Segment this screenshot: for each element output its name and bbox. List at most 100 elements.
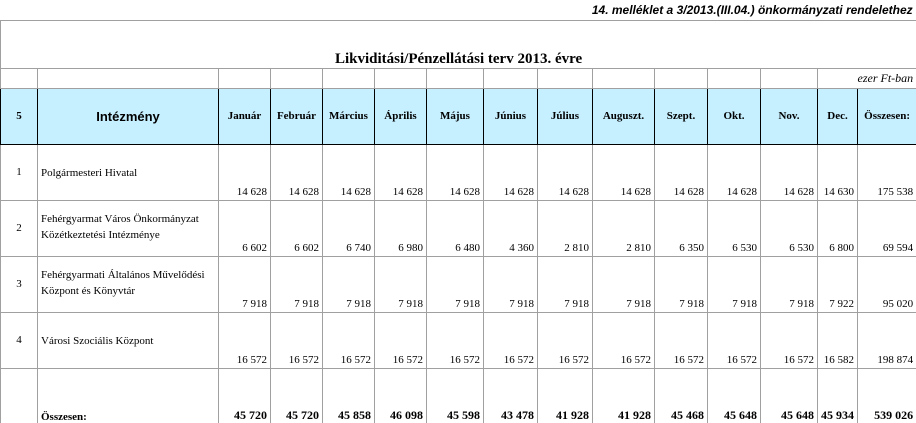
- header-month: Dec.: [817, 87, 858, 145]
- row-value: 14 628: [218, 143, 271, 201]
- row-value: 14 628: [592, 143, 655, 201]
- title-row: Likviditási/Pénzellátási terv 2013. évre: [0, 20, 916, 68]
- header-month: Május: [426, 87, 484, 145]
- table-row: 4 Városi Szociális Központ 16 572 16 572…: [0, 311, 916, 369]
- grand-total: 539 026: [856, 367, 916, 423]
- header-index: 5: [0, 87, 38, 145]
- row-value: 16 572: [654, 311, 708, 369]
- row-value: 14 630: [817, 143, 858, 201]
- row-value: 16 572: [322, 311, 375, 369]
- totals-value: 46 098: [374, 367, 427, 423]
- totals-value: 45 598: [426, 367, 484, 423]
- header-row: 5 Intézmény Január Február Március Ápril…: [0, 87, 916, 145]
- totals-value: 45 648: [760, 367, 818, 423]
- totals-label: Összesen:: [37, 367, 219, 423]
- row-value: 6 740: [322, 199, 375, 257]
- row-value: 16 572: [760, 311, 818, 369]
- empty-cell: [374, 67, 427, 89]
- row-institution-name: Fehérgyarmat Város Önkormányzat Közétkez…: [37, 199, 219, 257]
- row-value: 14 628: [537, 143, 593, 201]
- totals-value: 41 928: [592, 367, 655, 423]
- unit-row: ezer Ft-ban: [0, 67, 916, 89]
- header-month: Auguszt.: [592, 87, 655, 145]
- header-month: Okt.: [707, 87, 761, 145]
- row-value: 16 572: [426, 311, 484, 369]
- header-month: Január: [218, 87, 271, 145]
- empty-cell: [270, 67, 323, 89]
- row-total: 175 538: [856, 143, 916, 201]
- row-value: 7 918: [270, 255, 323, 313]
- table-row: 2 Fehérgyarmat Város Önkormányzat Közétk…: [0, 199, 916, 257]
- row-value: 2 810: [537, 199, 593, 257]
- empty-cell: [483, 67, 538, 89]
- page-title: Likviditási/Pénzellátási terv 2013. évre: [0, 20, 916, 68]
- totals-value: 45 720: [270, 367, 323, 423]
- row-value: 7 918: [707, 255, 761, 313]
- row-total: 69 594: [856, 199, 916, 257]
- empty-cell: [218, 67, 271, 89]
- header-month: Június: [483, 87, 538, 145]
- header-month: Július: [537, 87, 593, 145]
- row-value: 7 918: [218, 255, 271, 313]
- row-total: 95 020: [856, 255, 916, 313]
- row-index: 2: [0, 199, 38, 257]
- totals-value: 45 468: [654, 367, 708, 423]
- row-value: 6 800: [817, 199, 858, 257]
- empty-cell: [537, 67, 593, 89]
- header-month: Nov.: [760, 87, 818, 145]
- row-value: 6 980: [374, 199, 427, 257]
- row-value: 7 918: [483, 255, 538, 313]
- header-institution: Intézmény: [37, 87, 219, 145]
- empty-cell: [0, 367, 38, 423]
- annex-note: 14. melléklet a 3/2013.(III.04.) önkormá…: [0, 0, 916, 21]
- header-month: Szept.: [654, 87, 708, 145]
- row-value: 7 918: [374, 255, 427, 313]
- header-month: Február: [270, 87, 323, 145]
- row-value: 14 628: [270, 143, 323, 201]
- row-value: 16 572: [218, 311, 271, 369]
- empty-cell: [426, 67, 484, 89]
- annex-row: 14. melléklet a 3/2013.(III.04.) önkormá…: [0, 0, 916, 21]
- empty-cell: [37, 67, 219, 89]
- row-value: 16 582: [817, 311, 858, 369]
- row-value: 6 530: [760, 199, 818, 257]
- row-value: 14 628: [374, 143, 427, 201]
- row-institution-name: Polgármesteri Hivatal: [37, 143, 219, 201]
- totals-value: 45 858: [322, 367, 375, 423]
- row-index: 1: [0, 143, 38, 201]
- table-row: 3 Fehérgyarmati Általános Művelődési Köz…: [0, 255, 916, 313]
- row-value: 16 572: [270, 311, 323, 369]
- row-value: 14 628: [322, 143, 375, 201]
- row-value: 16 572: [707, 311, 761, 369]
- totals-value: 41 928: [537, 367, 593, 423]
- empty-cell: [0, 67, 38, 89]
- row-value: 4 360: [483, 199, 538, 257]
- unit-label: ezer Ft-ban: [816, 67, 916, 89]
- totals-value: 45 720: [218, 367, 271, 423]
- table-row: 1 Polgármesteri Hivatal 14 628 14 628 14…: [0, 143, 916, 201]
- row-value: 6 480: [426, 199, 484, 257]
- row-value: 14 628: [654, 143, 708, 201]
- row-value: 6 530: [707, 199, 761, 257]
- row-value: 7 918: [322, 255, 375, 313]
- empty-cell: [592, 67, 655, 89]
- header-month: Március: [322, 87, 375, 145]
- row-value: 7 918: [426, 255, 484, 313]
- row-value: 7 918: [654, 255, 708, 313]
- totals-value: 43 478: [483, 367, 538, 423]
- row-total: 198 874: [856, 311, 916, 369]
- header-total: Összesen:: [856, 87, 916, 145]
- row-value: 6 602: [218, 199, 271, 257]
- empty-cell: [760, 67, 818, 89]
- row-value: 14 628: [760, 143, 818, 201]
- header-month: Április: [374, 87, 427, 145]
- empty-cell: [654, 67, 708, 89]
- row-value: 7 918: [537, 255, 593, 313]
- row-value: 16 572: [592, 311, 655, 369]
- row-value: 7 918: [760, 255, 818, 313]
- row-value: 14 628: [483, 143, 538, 201]
- row-value: 7 918: [592, 255, 655, 313]
- row-value: 16 572: [483, 311, 538, 369]
- empty-cell: [707, 67, 761, 89]
